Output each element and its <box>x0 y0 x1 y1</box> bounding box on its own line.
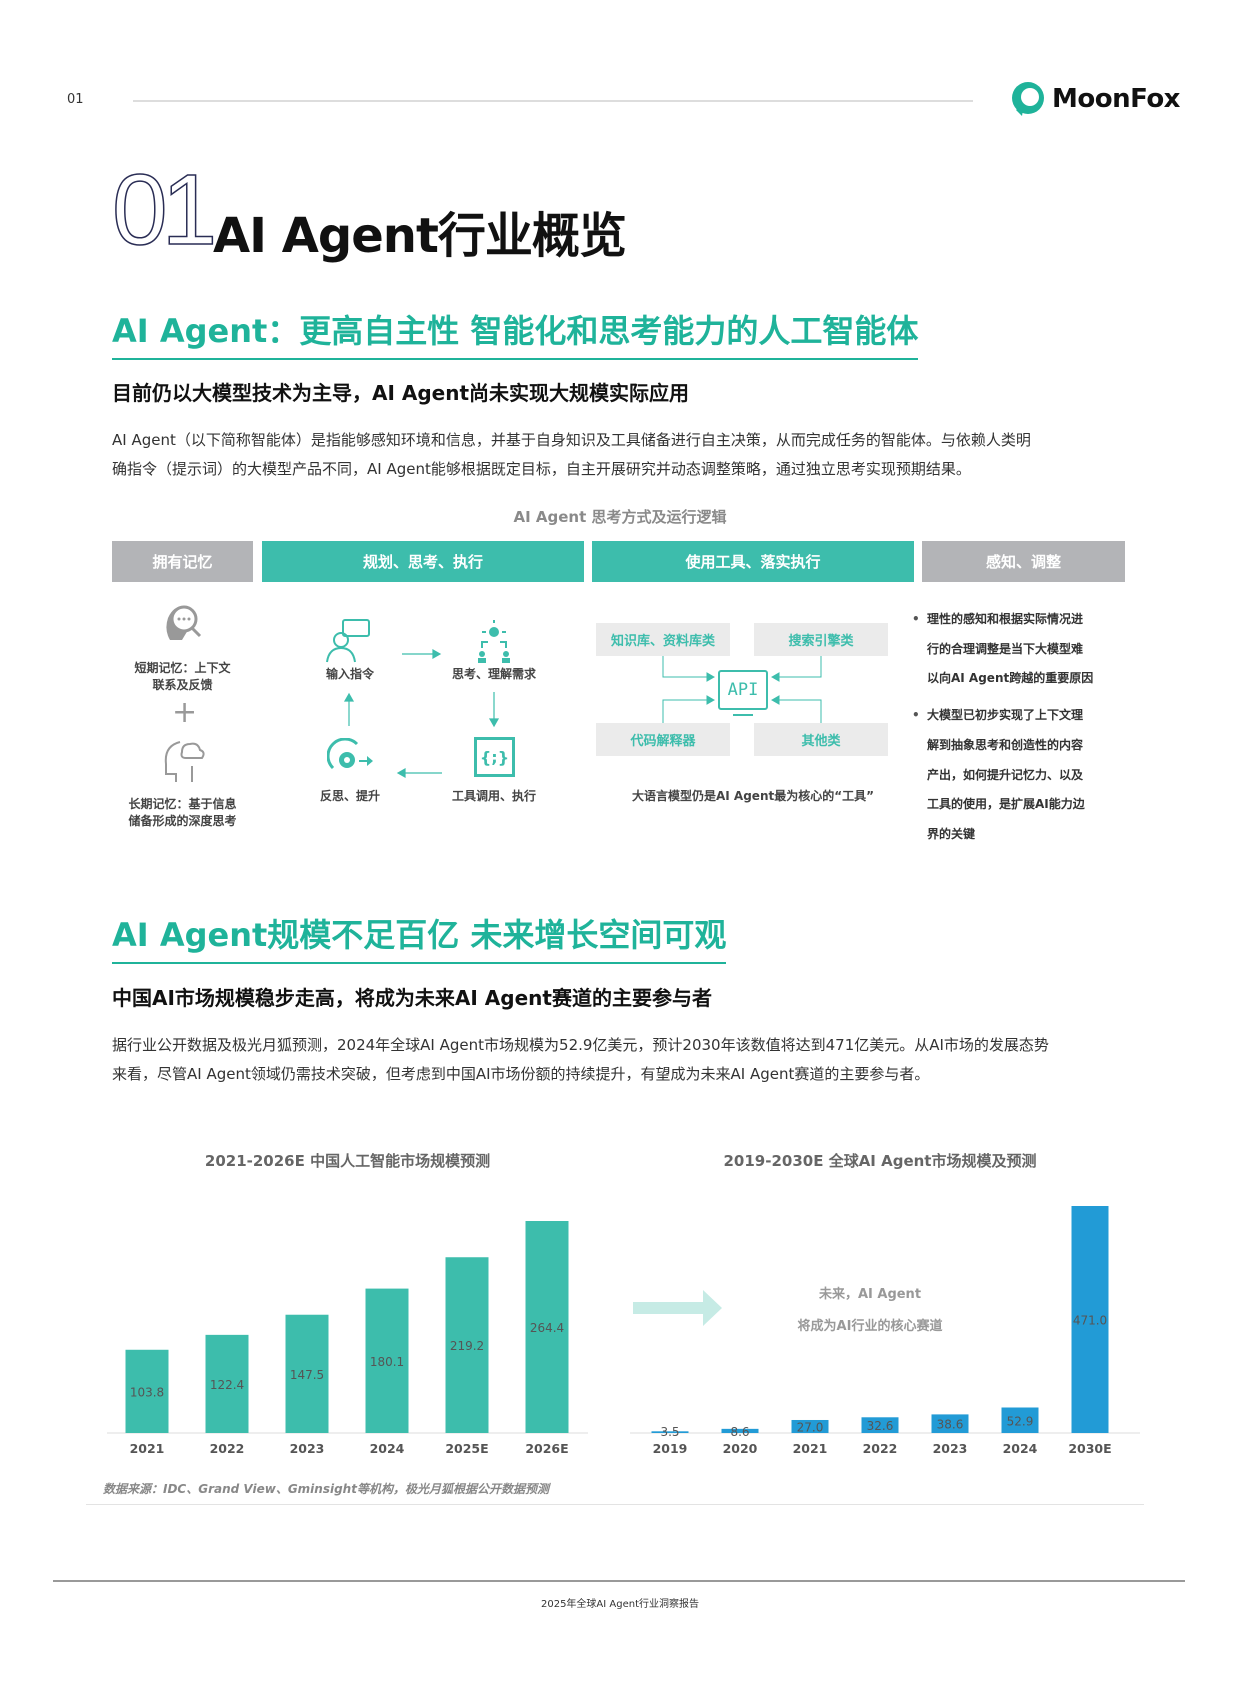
x-tick-label: 2026E <box>525 1441 568 1456</box>
x-tick-label: 2030E <box>1068 1441 1111 1456</box>
x-tick-label: 2019 <box>653 1441 688 1456</box>
cycle-step-execute: 工具调用、执行 <box>451 789 536 803</box>
logo-text: MoonFox <box>1052 84 1180 114</box>
chapter-number: 01 <box>111 154 218 266</box>
x-tick-label: 2024 <box>1003 1441 1038 1456</box>
paragraph-line: 据行业公开数据及极光月狐预测，2024年全球AI Agent市场规模为52.9亿… <box>112 1036 1049 1054</box>
source-divider <box>86 1504 1144 1505</box>
moonfox-logo-icon <box>1012 82 1044 116</box>
paragraph-line: AI Agent（以下简称智能体）是指能够感知环境和信息，并基于自身知识及工具储… <box>112 431 1031 449</box>
head-cloud-icon <box>164 741 205 782</box>
tool-knowledge-base: 知识库、资料库类 <box>596 623 730 656</box>
bar <box>365 1288 409 1433</box>
idea-team-icon <box>478 620 510 663</box>
data-label: 103.8 <box>130 1385 164 1399</box>
data-label: 8.6 <box>730 1425 749 1439</box>
section2-heading: AI Agent规模不足百亿 未来增长空间可观 <box>112 910 727 964</box>
tool-search-engine: 搜索引擎类 <box>754 623 888 656</box>
bullet-item: 大模型已初步实现了上下文理解到抽象思考和创造性的内容产出，如何提升记忆力、以及工… <box>912 701 1112 850</box>
chart2-title: 2019-2030E 全球AI Agent市场规模及预测 <box>723 1152 1037 1170</box>
bar <box>525 1221 569 1433</box>
x-tick-label: 2024 <box>370 1441 405 1456</box>
tool-code-interpreter: 代码解释器 <box>596 723 730 756</box>
data-label: 38.6 <box>937 1418 964 1432</box>
column-header-memory: 拥有记忆 <box>112 541 253 582</box>
tool-arrows <box>662 656 822 723</box>
footer-title: 2025年全球AI Agent行业洞察报告 <box>540 1599 700 1610</box>
long-term-memory-label: 长期记忆：基于信息 储备形成的深度思考 <box>128 797 237 828</box>
data-label: 122.4 <box>210 1378 244 1392</box>
diagram-title: AI Agent 思考方式及运行逻辑 <box>513 508 727 526</box>
chart1-title: 2021-2026E 中国人工智能市场规模预测 <box>204 1152 491 1170</box>
x-tick-label: 2021 <box>130 1441 165 1456</box>
plus-icon: + <box>172 695 198 730</box>
bar <box>1001 1407 1039 1433</box>
tool-other: 其他类 <box>754 723 888 756</box>
monitor-stand <box>733 710 753 716</box>
cycle-step-reflect: 反思、提升 <box>319 789 380 803</box>
bar <box>125 1349 169 1433</box>
x-tick-label: 2021 <box>793 1441 828 1456</box>
bar <box>285 1314 329 1433</box>
bar <box>445 1257 489 1433</box>
section2-subheading: 中国AI市场规模稳步走高，将成为未来AI Agent赛道的主要参与者 <box>112 986 712 1010</box>
data-label: 32.6 <box>867 1419 894 1433</box>
user-chat-icon <box>326 619 370 663</box>
bar <box>651 1431 689 1433</box>
section2-paragraph: 据行业公开数据及极光月狐预测，2024年全球AI Agent市场规模为52.9亿… <box>112 1031 1132 1089</box>
page-number: 01 <box>67 92 84 107</box>
bar <box>1071 1206 1109 1433</box>
column-header-perception: 感知、调整 <box>922 541 1125 582</box>
cycle-step-think: 思考、理解需求 <box>451 667 536 681</box>
annotation-line: 未来，AI Agent <box>818 1286 921 1302</box>
x-tick-label: 2022 <box>210 1441 245 1456</box>
section1-paragraph: AI Agent（以下简称智能体）是指能够感知环境和信息，并基于自身知识及工具储… <box>112 426 1132 484</box>
head-search-icon <box>166 605 202 640</box>
data-source: 数据来源：IDC、Grand View、Gminsight等机构，极光月狐根据公… <box>103 1482 549 1496</box>
footer-divider <box>53 1580 1185 1582</box>
code-braces-icon: {;} <box>474 737 515 777</box>
api-monitor-icon: API <box>718 670 768 710</box>
paragraph-line: 来看，尽管AI Agent领域仍需技术突破，但考虑到中国AI市场份额的持续提升，… <box>112 1065 930 1083</box>
tools-caption: 大语言模型仍是AI Agent最为核心的“工具” <box>632 789 874 803</box>
trend-arrow <box>633 1290 722 1326</box>
cycle-step-input: 输入指令 <box>325 667 374 681</box>
x-tick-label: 2023 <box>933 1441 968 1456</box>
annotation-line: 将成为AI行业的核心赛道 <box>798 1318 943 1334</box>
section1-heading: AI Agent：更高自主性 智能化和思考能力的人工智能体 <box>112 306 919 360</box>
cycle-arrows <box>343 648 500 779</box>
data-label: 219.2 <box>450 1339 484 1353</box>
data-label: 3.5 <box>660 1425 679 1439</box>
short-term-memory-label: 短期记忆：上下文 联系及反馈 <box>134 661 231 692</box>
data-label: 180.1 <box>370 1355 404 1369</box>
paragraph-line: 确指令（提示词）的大模型产品不同，AI Agent能够根据既定目标，自主开展研究… <box>112 460 971 478</box>
moonfox-logo: MoonFox <box>1010 80 1180 118</box>
section1-subheading: 目前仍以大模型技术为主导，AI Agent尚未实现大规模实际应用 <box>112 381 690 405</box>
bar <box>721 1428 759 1433</box>
x-tick-label: 2023 <box>290 1441 325 1456</box>
column-header-planning: 规划、思考、执行 <box>262 541 584 582</box>
charts-svg: 亿/美元103.82021122.42022147.52023180.12024… <box>107 1206 1140 1456</box>
bar <box>931 1414 969 1433</box>
bar <box>791 1419 829 1433</box>
x-tick-label: 2025E <box>445 1441 488 1456</box>
column-header-tools: 使用工具、落实执行 <box>592 541 914 582</box>
data-label: 27.0 <box>797 1420 824 1434</box>
header-divider <box>133 100 973 102</box>
chapter-title: AI Agent行业概览 <box>213 208 627 264</box>
data-label: 52.9 <box>1007 1414 1034 1428</box>
data-label: 471.0 <box>1073 1314 1107 1328</box>
data-label: 147.5 <box>290 1368 324 1382</box>
x-tick-label: 2020 <box>723 1441 758 1456</box>
x-tick-label: 2022 <box>863 1441 898 1456</box>
data-label: 264.4 <box>530 1321 564 1335</box>
gear-refresh-icon <box>327 738 373 770</box>
bar <box>205 1334 249 1433</box>
bar <box>861 1417 899 1433</box>
